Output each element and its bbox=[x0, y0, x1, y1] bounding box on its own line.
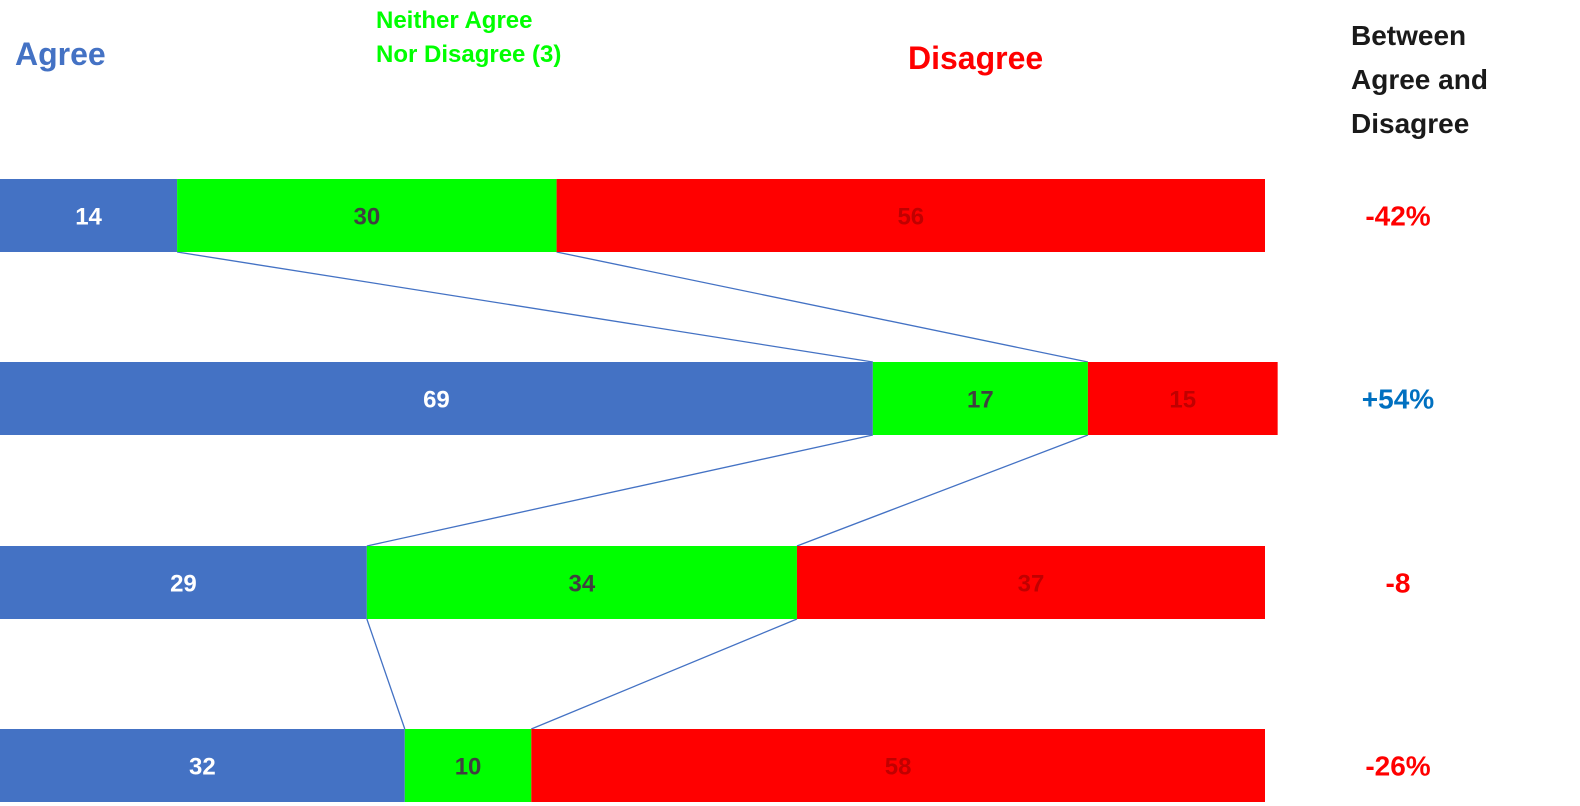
bar-2-agree-segment bbox=[0, 362, 873, 435]
connector-line bbox=[556, 251, 1089, 363]
legend-disagree-label: Disagree bbox=[908, 40, 1044, 76]
bar-1-disagree-segment bbox=[556, 179, 1265, 252]
bar-2-disagree-value: 15 bbox=[1169, 387, 1196, 414]
connector-line bbox=[796, 434, 1089, 547]
bar-4-difference-value: -26% bbox=[1365, 751, 1430, 782]
bar-2-neither-segment bbox=[872, 362, 1088, 435]
bar-3-disagree-value: 37 bbox=[1018, 571, 1045, 598]
bar-2-disagree-segment bbox=[1087, 362, 1278, 435]
bar-3-agree-segment bbox=[0, 546, 367, 619]
bar-1-neither-value: 30 bbox=[353, 204, 380, 231]
connector-line bbox=[366, 434, 873, 547]
bar-4-agree-segment bbox=[0, 729, 405, 802]
bar-3-agree-value: 29 bbox=[170, 571, 197, 598]
bar-3-neither-segment bbox=[366, 546, 797, 619]
bar-4-neither-value: 10 bbox=[455, 754, 482, 781]
bar-4-disagree-segment bbox=[531, 729, 1265, 802]
bar-2-agree-value: 69 bbox=[423, 387, 450, 414]
bar-4-neither-segment bbox=[404, 729, 532, 802]
difference-column-header: Between Agree and Disagree bbox=[1351, 20, 1488, 139]
bar-1-neither-segment bbox=[177, 179, 557, 252]
legend-agree-label: Agree bbox=[15, 36, 106, 72]
connector-lines bbox=[176, 251, 1089, 730]
connector-line bbox=[531, 618, 798, 730]
bar-2-neither-value: 17 bbox=[967, 387, 994, 414]
bar-4-agree-value: 32 bbox=[189, 754, 216, 781]
bar-3-disagree-segment bbox=[796, 546, 1265, 619]
bar-1-disagree-value: 56 bbox=[897, 204, 924, 231]
legend-neither-label: Neither Agree Nor Disagree (3) bbox=[376, 7, 562, 68]
bar-1-agree-segment bbox=[0, 179, 178, 252]
bar-3-neither-value: 34 bbox=[569, 571, 596, 598]
connector-line bbox=[176, 251, 873, 363]
bar-1-agree-value: 14 bbox=[75, 204, 102, 231]
connector-line bbox=[366, 618, 406, 730]
bar-4-disagree-value: 58 bbox=[885, 754, 912, 781]
bar-1-difference-value: -42% bbox=[1365, 201, 1430, 232]
bar-3-difference-value: -8 bbox=[1386, 568, 1411, 599]
bar-2-difference-value: +54% bbox=[1362, 384, 1434, 415]
